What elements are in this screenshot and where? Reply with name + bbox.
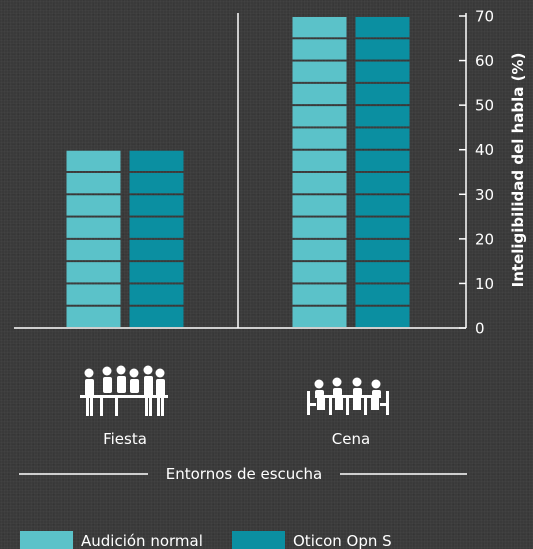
legend-label-oticon-opn-s: Oticon Opn S [293, 532, 392, 549]
bar-segment [355, 262, 410, 283]
y-tick-label-20: 20 [475, 230, 494, 248]
bar-segment [292, 306, 347, 327]
y-tick-label-50: 50 [475, 97, 494, 115]
bar-segment [129, 150, 184, 171]
bar-segment [355, 195, 410, 216]
bar-segment [129, 173, 184, 194]
bar-fiesta-audici-n-normal [66, 150, 121, 327]
bar-segment [292, 173, 347, 194]
bar-segment [129, 195, 184, 216]
bar-segment [355, 106, 410, 127]
bar-segment [292, 217, 347, 238]
bar-segment [292, 83, 347, 105]
bar-segment [355, 128, 410, 149]
category-label-cena: Cena [332, 430, 370, 448]
y-tick-label-40: 40 [475, 141, 494, 159]
bar-segment [129, 284, 184, 305]
bar-segment [292, 195, 347, 216]
y-tick-label-10: 10 [475, 275, 494, 293]
bar-segment [292, 150, 347, 171]
legend: Audición normal Oticon Opn S [20, 531, 392, 549]
legend-swatch-oticon-opn-s [232, 531, 285, 549]
y-tick-label-60: 60 [475, 52, 494, 70]
y-axis-ticks: 0 10 20 30 40 50 60 70 [459, 8, 494, 338]
legend-swatch-audicion-normal [20, 531, 73, 549]
bar-segment [66, 173, 121, 194]
bar-segment [355, 150, 410, 171]
dinner-table-icon [307, 377, 389, 415]
bar-segment [355, 61, 410, 82]
bar-segment [355, 17, 410, 38]
bar-segment [292, 284, 347, 305]
y-axis-label: Inteligibilidad del habla (%) [509, 53, 527, 288]
bars [66, 17, 410, 327]
bar-segment [292, 17, 347, 38]
bar-segment [129, 262, 184, 283]
y-tick-label-70: 70 [475, 8, 494, 26]
category-label-fiesta: Fiesta [103, 430, 147, 448]
bar-segment [66, 217, 121, 238]
bar-segment [355, 306, 410, 327]
x-axis-title: Entornos de escucha [166, 465, 322, 483]
bar-segment [66, 150, 121, 171]
bar-segment [355, 284, 410, 305]
bar-segment [355, 39, 410, 60]
bar-segment [66, 262, 121, 283]
bar-segment [129, 217, 184, 238]
bar-fiesta-oticon-opn-s [129, 150, 184, 327]
bar-segment [292, 239, 347, 261]
bar-segment [129, 239, 184, 261]
bar-segment [292, 39, 347, 60]
bar-segment [355, 239, 410, 261]
party-people-icon [80, 365, 168, 416]
bar-segment [292, 106, 347, 127]
y-tick-label-30: 30 [475, 186, 494, 204]
bar-cena-oticon-opn-s [355, 17, 410, 327]
bar-segment [355, 83, 410, 105]
legend-label-audicion-normal: Audición normal [81, 532, 203, 549]
y-tick-label-0: 0 [475, 320, 485, 338]
bar-segment [66, 195, 121, 216]
bar-segment [292, 128, 347, 149]
bar-segment [66, 306, 121, 327]
bar-cena-audici-n-normal [292, 17, 347, 327]
bar-segment [292, 61, 347, 82]
bar-segment [66, 284, 121, 305]
bar-segment [355, 217, 410, 238]
bar-segment [129, 306, 184, 327]
bar-segment [292, 262, 347, 283]
bar-segment [355, 173, 410, 194]
bar-segment [66, 239, 121, 261]
